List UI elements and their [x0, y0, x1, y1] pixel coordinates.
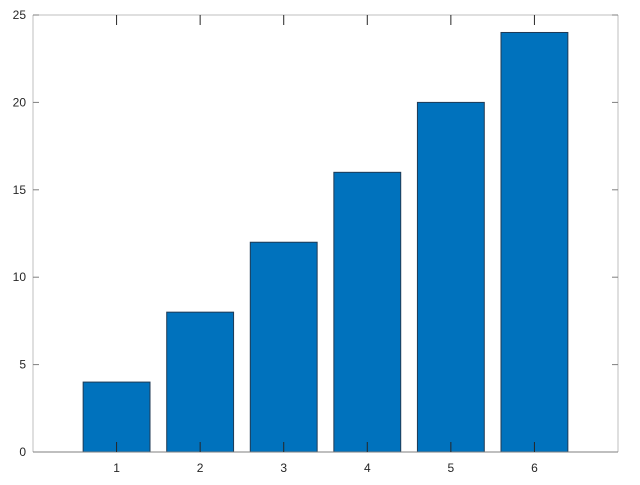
- y-tick-label: 15: [13, 183, 27, 197]
- bar-5: [416, 101, 485, 453]
- x-tick-label: 4: [364, 461, 371, 475]
- bars-group: [82, 31, 569, 453]
- x-tick-label: 3: [280, 461, 287, 475]
- bar-6: [500, 31, 569, 453]
- bar-2: [166, 311, 235, 453]
- y-tick-label: 25: [13, 8, 27, 22]
- x-tick-label: 1: [113, 461, 120, 475]
- x-tick-label: 2: [197, 461, 204, 475]
- y-tick-label: 5: [19, 358, 26, 372]
- x-tick-label: 6: [531, 461, 538, 475]
- y-tick-label: 0: [19, 445, 26, 459]
- axes-group: 1 2 3 4 5 6 0 5 10 15 20 25: [13, 8, 619, 475]
- y-tick-label: 10: [13, 270, 27, 284]
- bar-3: [249, 241, 318, 453]
- x-tick-label: 5: [448, 461, 455, 475]
- y-tick-label: 20: [13, 95, 27, 109]
- bar-4: [333, 171, 402, 453]
- bar-1: [82, 381, 151, 453]
